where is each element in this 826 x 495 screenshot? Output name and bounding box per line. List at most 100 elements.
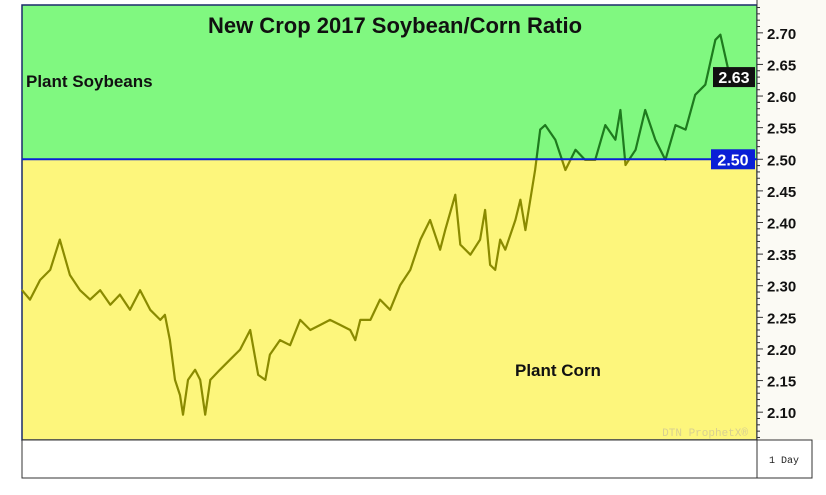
data-point	[454, 193, 457, 196]
lower-zone-label: Plant Corn	[515, 361, 601, 380]
data-point	[89, 298, 91, 301]
data-point	[169, 339, 171, 341]
data-point	[574, 148, 577, 151]
data-point	[684, 128, 687, 131]
data-point	[339, 324, 341, 326]
y-tick-label: 2.65	[767, 57, 796, 74]
data-point	[504, 248, 507, 251]
data-point	[99, 289, 101, 291]
data-point	[209, 379, 212, 381]
y-tick-label: 2.45	[767, 184, 796, 201]
y-tick-label: 2.50	[767, 152, 796, 169]
data-point	[519, 198, 522, 201]
x-axis-panel	[21, 439, 758, 479]
data-point	[199, 379, 201, 381]
data-point	[49, 269, 51, 271]
data-point	[187, 379, 189, 381]
data-point	[119, 293, 121, 296]
data-point	[129, 308, 131, 311]
data-point	[654, 138, 657, 141]
upper-zone	[22, 5, 757, 160]
data-point	[204, 413, 207, 416]
data-point	[489, 264, 491, 266]
threshold-badge-label: 2.50	[717, 152, 748, 169]
data-point	[389, 308, 391, 311]
data-point	[439, 248, 441, 251]
data-point	[484, 209, 486, 211]
data-point	[109, 303, 112, 306]
data-point	[182, 413, 184, 416]
data-point	[494, 269, 496, 271]
data-point	[194, 369, 196, 371]
data-point	[309, 329, 312, 331]
data-point	[249, 329, 251, 331]
lower-zone	[22, 159, 757, 440]
data-point	[524, 229, 527, 231]
data-point	[229, 358, 231, 361]
y-tick-label: 2.70	[767, 26, 796, 43]
ratio-line-below-threshold	[22, 159, 667, 416]
data-point	[299, 319, 301, 321]
period-panel	[756, 439, 813, 479]
data-point	[257, 374, 259, 376]
data-point	[674, 124, 677, 126]
data-point	[459, 243, 462, 246]
y-tick-label: 2.60	[767, 89, 796, 106]
data-point	[634, 148, 637, 151]
y-tick-label: 2.30	[767, 279, 796, 296]
chart-title: New Crop 2017 Soybean/Corn Ratio	[208, 13, 582, 38]
data-point	[159, 319, 162, 321]
data-point	[644, 109, 647, 111]
data-point	[289, 344, 291, 346]
y-tick-label: 2.55	[767, 121, 796, 138]
period-label[interactable]: 1 Day	[769, 456, 799, 467]
data-point	[354, 339, 357, 341]
data-point	[149, 308, 151, 311]
data-point	[534, 169, 536, 171]
y-tick-label: 2.40	[767, 216, 796, 233]
data-point	[59, 238, 61, 241]
data-point	[219, 369, 221, 371]
data-point	[409, 269, 412, 271]
y-tick-label: 2.15	[767, 374, 796, 391]
data-point	[264, 379, 267, 381]
data-point	[564, 169, 567, 171]
data-point	[514, 219, 517, 221]
data-point	[39, 279, 41, 281]
data-point	[429, 219, 431, 221]
data-point	[399, 284, 402, 286]
data-point	[714, 38, 717, 41]
data-point	[539, 128, 541, 131]
data-point	[479, 238, 481, 241]
data-point	[619, 109, 622, 111]
last-value-badge	[713, 67, 755, 88]
data-point	[369, 319, 372, 321]
data-point	[21, 289, 23, 291]
data-point	[279, 339, 281, 341]
data-point	[174, 379, 176, 381]
watermark: DTN ProphetX®	[662, 428, 748, 440]
data-point	[554, 138, 557, 141]
data-point	[29, 298, 31, 301]
y-axis-panel	[757, 0, 826, 440]
data-point	[349, 329, 352, 331]
data-point	[694, 93, 697, 96]
data-point	[379, 298, 381, 301]
data-point	[704, 83, 707, 86]
data-point	[719, 33, 722, 36]
threshold-badge	[711, 149, 755, 170]
data-point	[319, 324, 322, 326]
data-point	[659, 148, 662, 151]
data-point	[79, 289, 81, 291]
data-point	[239, 348, 241, 351]
data-point	[269, 353, 271, 356]
data-point	[419, 238, 422, 241]
data-point	[544, 124, 546, 126]
data-point	[469, 253, 472, 256]
data-point	[69, 274, 71, 276]
data-point	[359, 319, 362, 321]
data-point	[624, 164, 627, 166]
data-point	[164, 314, 166, 316]
data-point	[614, 138, 617, 141]
